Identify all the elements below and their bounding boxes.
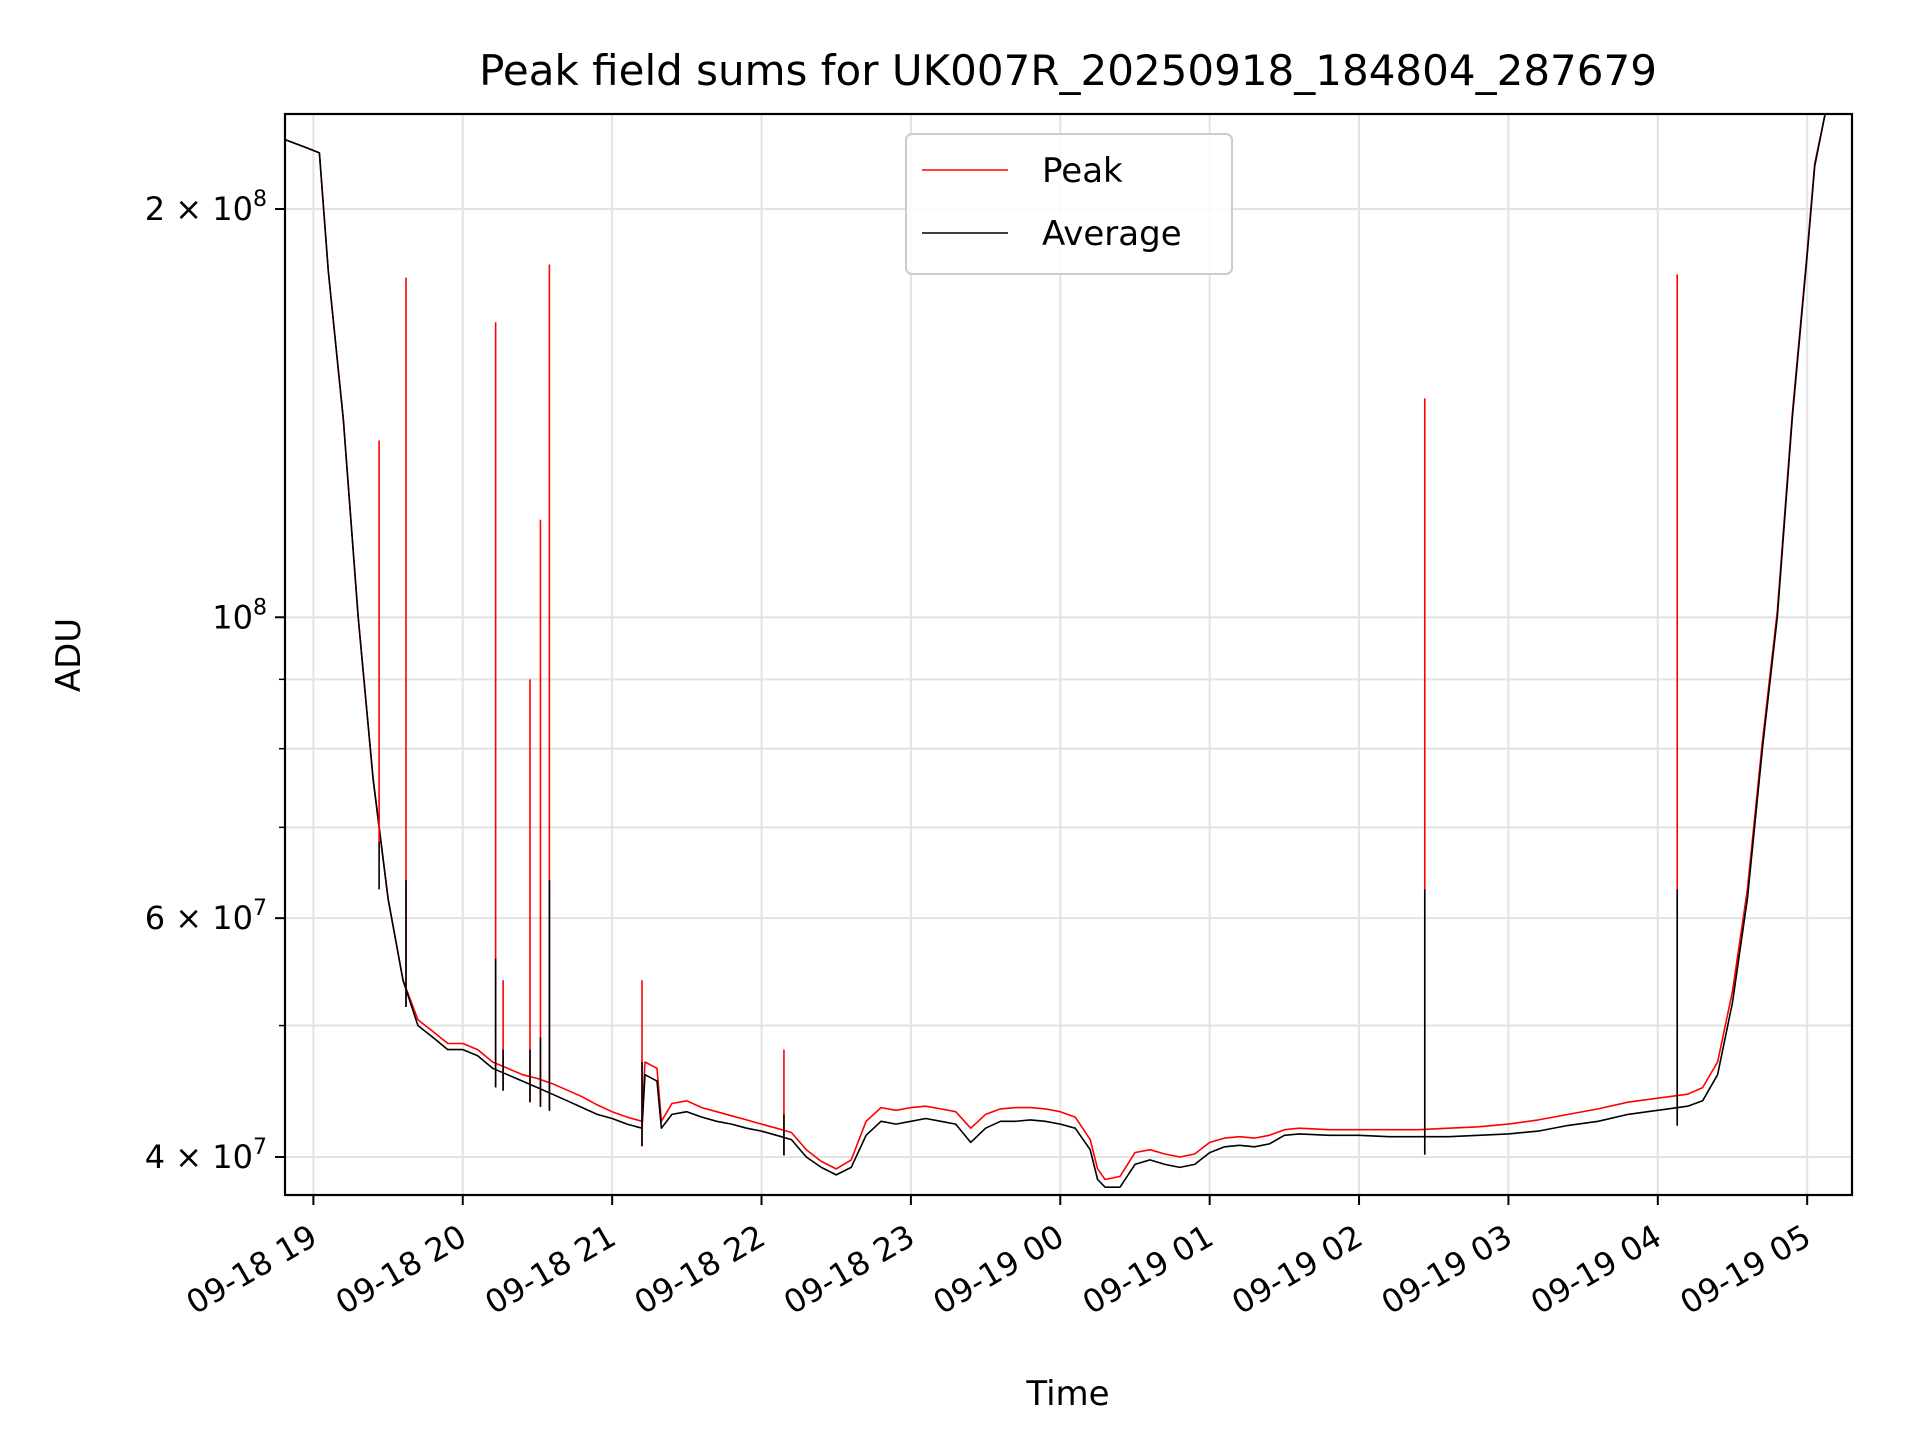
legend-box [905, 133, 1233, 275]
legend-label-average: Average [1042, 214, 1182, 254]
y-tick-label: 2 × 108 [145, 187, 267, 228]
y-tick-label: 6 × 107 [145, 896, 267, 937]
y-axis-ticks: 4 × 107 6 × 107 108 2 × 108 [145, 187, 285, 1176]
legend: Peak Average [905, 133, 1233, 275]
chart-title: Peak field sums for UK007R_20250918_1848… [479, 46, 1657, 95]
x-axis-label: Time [1025, 1374, 1109, 1414]
y-tick-label: 108 [212, 595, 267, 636]
y-axis-label: ADU [49, 618, 89, 692]
legend-label-peak: Peak [1042, 151, 1123, 191]
y-tick-label: 4 × 107 [145, 1135, 267, 1176]
series-group [285, 114, 1852, 1188]
plot-frame [283, 112, 1854, 1197]
series-line-average [285, 114, 1852, 1188]
series-line-peak [285, 114, 1852, 1181]
series-layer [285, 114, 1852, 1188]
